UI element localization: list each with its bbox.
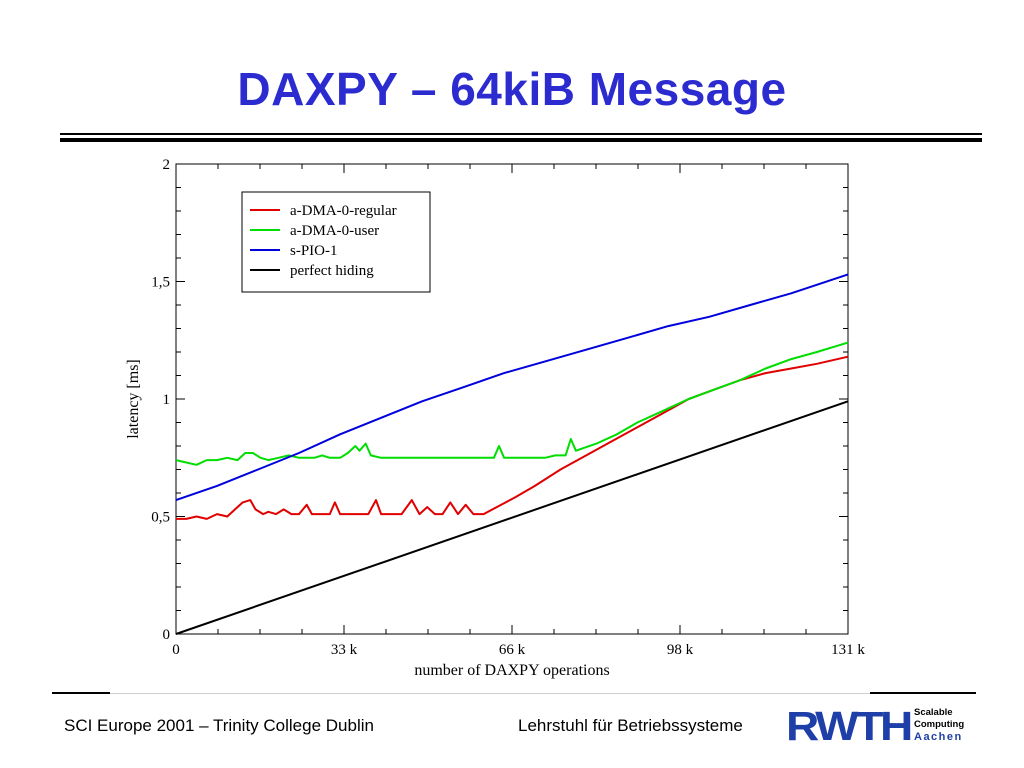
x-axis-label: number of DAXPY operations — [414, 662, 609, 679]
x-tick-label: 33 k — [331, 642, 358, 658]
y-tick-label: 0,5 — [151, 510, 170, 526]
legend-label: a-DMA-0-regular — [290, 203, 397, 219]
x-tick-label: 98 k — [667, 642, 694, 658]
footer-conference: SCI Europe 2001 – Trinity College Dublin — [64, 716, 374, 735]
slide-title: DAXPY – 64kiB Message — [237, 63, 787, 115]
x-tick-label: 66 k — [499, 642, 526, 658]
logo-line1: Scalable — [914, 707, 953, 718]
header-rule-thick — [60, 138, 982, 142]
logo-line3: Aachen — [914, 731, 963, 743]
x-tick-label: 131 k — [831, 642, 865, 658]
y-tick-label: 0 — [163, 627, 171, 643]
header-rule-thin — [60, 133, 982, 135]
footer-rule-left — [52, 692, 110, 694]
logo-line2: Computing — [914, 719, 964, 730]
rwth-logo: RWTH Scalable Computing Aachen — [786, 704, 964, 744]
series-line-a-dma-0-user — [175, 341, 849, 466]
footer-department: Lehrstuhl für Betriebssysteme — [518, 716, 743, 735]
x-tick-label: 0 — [172, 642, 180, 658]
y-tick-label: 2 — [163, 157, 171, 173]
legend-box — [241, 191, 431, 293]
logo-wordmark: RWTH — [786, 704, 910, 744]
footer-rule-middle — [110, 693, 870, 694]
legend-label: perfect hiding — [290, 263, 374, 279]
series-line-a-dma-0-regular — [176, 355, 849, 520]
y-axis-label: latency [ms] — [125, 359, 142, 439]
series-line-s-pio-1 — [175, 273, 849, 502]
latency-chart: 0 33 k 66 k 98 k 131 k 0 0,5 1 1,5 2 number of DAX… — [125, 157, 865, 679]
legend-label: a-DMA-0-user — [290, 223, 379, 239]
series-line-perfect-hiding — [175, 400, 849, 635]
footer-rule-right — [870, 692, 976, 694]
y-tick-label: 1 — [163, 392, 171, 408]
legend-label: s-PIO-1 — [290, 243, 338, 259]
y-tick-label: 1,5 — [151, 275, 170, 291]
